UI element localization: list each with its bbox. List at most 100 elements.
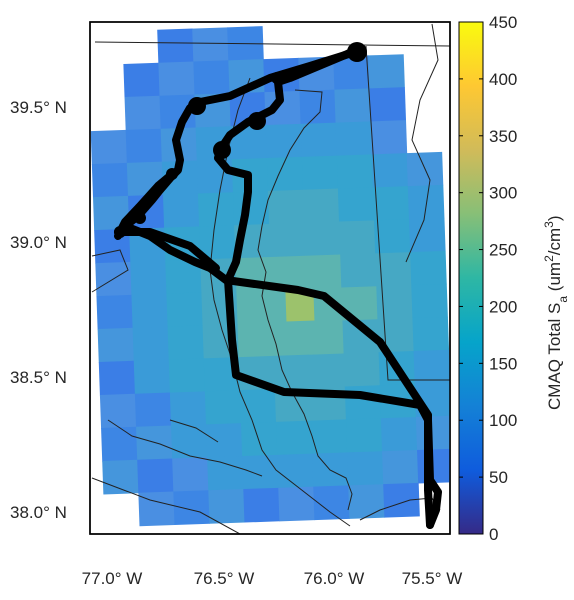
colorbar-tick-label: 350 xyxy=(489,127,517,146)
grid-cell xyxy=(97,327,135,363)
grid-cell xyxy=(272,321,310,357)
grid-cell xyxy=(339,220,376,256)
colorbar-tick-label: 200 xyxy=(489,297,517,316)
grid-cell xyxy=(92,195,130,231)
grid-cell xyxy=(341,286,378,321)
grid-cell xyxy=(199,225,236,260)
grid-cell xyxy=(207,456,244,491)
grid-cell xyxy=(372,186,410,221)
western-shore-inlet xyxy=(169,419,219,443)
grid-cell xyxy=(243,487,280,523)
grid-cell xyxy=(167,325,205,361)
grid-cell xyxy=(408,217,446,253)
grid-cell xyxy=(242,454,279,490)
grid-cell xyxy=(377,318,415,353)
ocean-coast xyxy=(405,23,439,263)
grid-cell xyxy=(98,360,136,396)
flight-track-loop xyxy=(114,228,220,272)
grid-cell xyxy=(132,326,170,362)
grid-cell xyxy=(337,187,375,223)
grid-cell xyxy=(310,419,348,455)
grid-cell xyxy=(236,289,274,325)
state-border-de-md xyxy=(365,45,450,381)
grid-cell xyxy=(165,259,202,295)
colorbar-tick-label: 450 xyxy=(489,13,517,32)
grid-cell xyxy=(239,388,277,424)
grid-cell xyxy=(382,449,419,485)
grid-cell xyxy=(157,28,194,64)
grid-cell xyxy=(137,458,174,494)
grid-cell xyxy=(342,319,380,354)
grid-cell xyxy=(380,416,418,452)
colorbar-tick-label: 50 xyxy=(489,468,508,487)
grid-cell xyxy=(383,482,420,518)
grid-cell xyxy=(413,349,450,385)
grid-cell xyxy=(240,421,278,457)
grid-cell xyxy=(308,353,346,389)
grid-cell xyxy=(344,385,382,420)
grid-cell xyxy=(368,54,405,89)
grid-cell xyxy=(371,153,409,188)
colorbar-tick-label: 250 xyxy=(489,241,517,260)
grid-cell xyxy=(336,154,374,190)
colorbar-ticks: 0 50 100 150 200 250 300 350 400 450 xyxy=(459,13,517,544)
grid-cell xyxy=(270,255,307,291)
sw-border xyxy=(91,477,241,534)
grid-cell xyxy=(301,155,339,191)
grid-cell xyxy=(347,451,384,486)
coastlines xyxy=(91,23,450,534)
grid-cell xyxy=(267,189,305,225)
grid-cell xyxy=(197,192,235,227)
lat-tick-label: 39.0° N xyxy=(10,233,67,252)
grid-cell xyxy=(273,354,311,390)
lat-axis: 39.5° N 39.0° N 38.5° N 38.0° N xyxy=(10,98,67,522)
grid-cell xyxy=(205,423,243,458)
grid-cell xyxy=(237,322,275,358)
grid-cell xyxy=(204,390,242,425)
potomac-river xyxy=(107,419,263,477)
grid-cell xyxy=(369,87,407,122)
track-markers xyxy=(114,42,367,238)
lon-tick-label: 75.5° W xyxy=(402,569,463,588)
grid-cell xyxy=(91,162,129,198)
grid-cell xyxy=(407,184,445,220)
grid-cell xyxy=(335,121,373,157)
grid-cell xyxy=(124,95,162,131)
grid-cell xyxy=(172,457,209,493)
marker-2 xyxy=(188,97,206,115)
grid-cell xyxy=(334,88,372,124)
bay-east-shore xyxy=(257,89,353,511)
grid-cell xyxy=(171,424,208,460)
grid-cell xyxy=(333,55,370,91)
grid-cell xyxy=(305,254,342,290)
grid-cell xyxy=(158,61,195,97)
grid-cell xyxy=(264,90,302,126)
grid-cell xyxy=(90,129,128,165)
grid-cell xyxy=(302,188,340,224)
colorbar-tick-label: 300 xyxy=(489,184,517,203)
grid-cell xyxy=(208,489,245,524)
grid-cell xyxy=(410,250,447,286)
marker-3 xyxy=(248,112,266,130)
grid-cell xyxy=(192,27,229,63)
lat-tick-label: 38.0° N xyxy=(10,503,67,522)
grid-cell xyxy=(376,285,413,320)
colorbar: 0 50 100 150 200 250 300 350 400 450 CMAQ Total S… xyxy=(458,13,570,544)
grid-cell xyxy=(348,484,385,519)
lon-tick-label: 77.0° W xyxy=(82,569,143,588)
grid-cell xyxy=(300,122,338,158)
marker-6 xyxy=(134,212,146,224)
lat-tick-label: 39.5° N xyxy=(10,98,67,117)
grid-cell xyxy=(168,358,206,394)
cmaq-grid xyxy=(90,26,450,527)
grid-cell xyxy=(230,125,268,160)
grid-cell xyxy=(162,193,200,229)
grid-cell xyxy=(131,293,169,329)
marker-7 xyxy=(114,226,126,238)
colorbar-tick-label: 400 xyxy=(489,70,517,89)
grid-cell xyxy=(123,62,161,98)
grid-cell xyxy=(169,391,207,427)
grid-cell xyxy=(417,448,450,484)
grid-cell xyxy=(345,418,383,453)
